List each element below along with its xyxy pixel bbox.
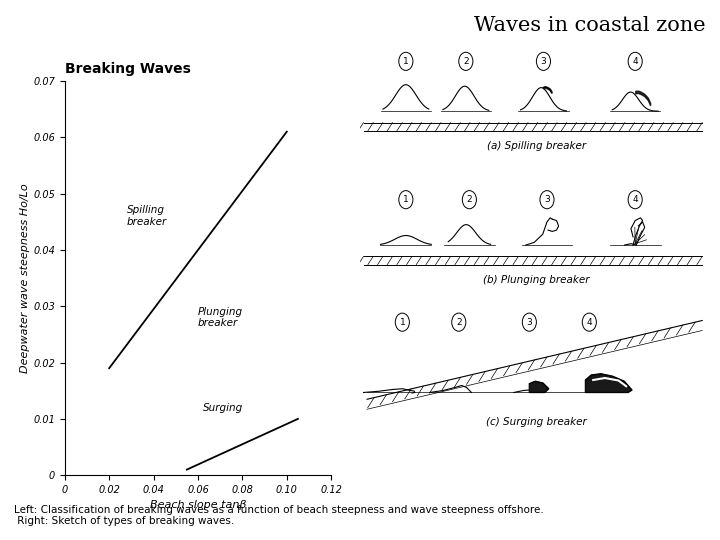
Text: Left: Classification of breaking waves as a function of beach steepness and wave: Left: Classification of breaking waves a… [14,505,544,526]
Text: (b) Plunging breaker: (b) Plunging breaker [483,274,590,285]
Text: 4: 4 [587,318,592,327]
Text: 1: 1 [403,195,409,204]
Polygon shape [585,374,632,393]
Text: 3: 3 [541,57,546,66]
Text: (a) Spilling breaker: (a) Spilling breaker [487,141,586,151]
Text: 2: 2 [456,318,462,327]
Text: Waves in coastal zone: Waves in coastal zone [474,16,706,35]
Text: Breaking Waves: Breaking Waves [65,62,191,76]
Text: Spilling
breaker: Spilling breaker [127,205,167,227]
X-axis label: Beach slope tanβ: Beach slope tanβ [150,501,246,510]
Text: 4: 4 [632,195,638,204]
Text: 1: 1 [400,318,405,327]
Text: 2: 2 [467,195,472,204]
Y-axis label: Deepwater wave steepness Ho/Lo: Deepwater wave steepness Ho/Lo [20,183,30,373]
Text: 4: 4 [632,57,638,66]
Text: (c) Surging breaker: (c) Surging breaker [486,417,587,428]
Text: 1: 1 [403,57,409,66]
Text: 3: 3 [526,318,532,327]
Polygon shape [529,381,549,393]
Text: 3: 3 [544,195,550,204]
Text: Plunging
breaker: Plunging breaker [198,307,243,328]
Text: 2: 2 [463,57,469,66]
Text: Surging: Surging [202,403,243,413]
